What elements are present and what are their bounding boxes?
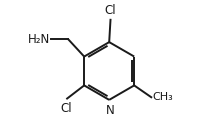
Text: Cl: Cl [105,3,116,17]
Text: Cl: Cl [60,102,72,115]
Text: CH₃: CH₃ [153,92,173,102]
Text: H₂N: H₂N [28,33,50,46]
Text: N: N [105,104,114,117]
